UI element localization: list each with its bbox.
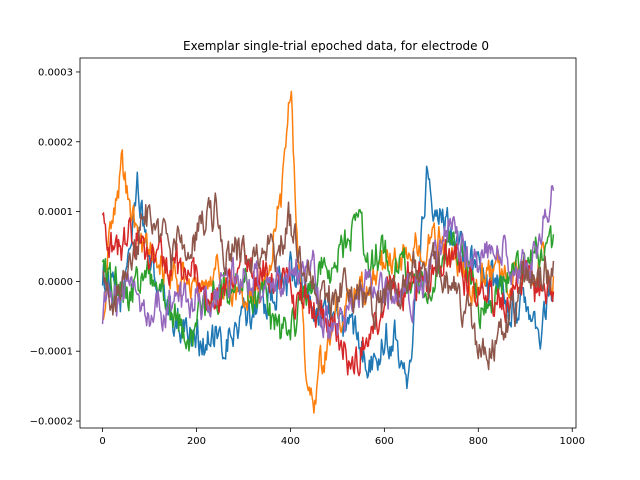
x-tick-label: 200 bbox=[187, 436, 206, 447]
y-tick-label: 0.0002 bbox=[38, 137, 73, 148]
x-tick-label: 0 bbox=[99, 436, 105, 447]
y-tick-label: 0.0000 bbox=[38, 277, 73, 288]
series-layer bbox=[101, 90, 555, 414]
x-tick-label: 600 bbox=[375, 436, 394, 447]
series-line-2 bbox=[101, 208, 555, 352]
ticks-layer: 0 200 400 600 800 1000 −0.0002 −0.0001 0.0000 0.0… bbox=[30, 67, 585, 447]
x-tick-label: 800 bbox=[469, 436, 488, 447]
chart-title: Exemplar single-trial epoched data, for … bbox=[183, 39, 489, 53]
y-tick-label: 0.0001 bbox=[38, 207, 73, 218]
x-tick-label: 400 bbox=[281, 436, 300, 447]
plot-frame bbox=[79, 57, 577, 429]
y-tick-label: −0.0001 bbox=[30, 347, 73, 358]
x-tick-label: 1000 bbox=[560, 436, 585, 447]
series-line-5 bbox=[101, 192, 555, 371]
series-line-4 bbox=[101, 185, 555, 340]
y-tick-label: −0.0002 bbox=[30, 417, 73, 428]
y-tick-label: 0.0003 bbox=[38, 67, 73, 78]
